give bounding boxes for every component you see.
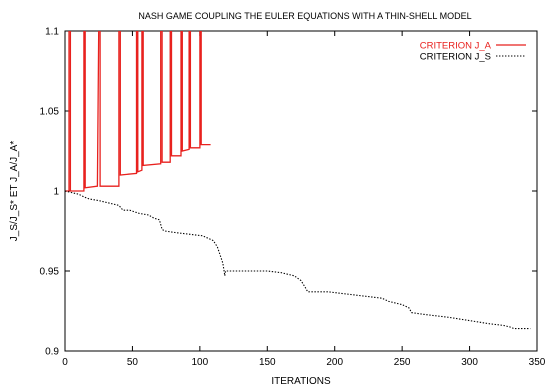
axis-ticks: 0 50 100 150 200 250 300 350 0.9 0.95 1 1.05 1.1	[40, 27, 546, 369]
legend-label: CRITERION J_A	[420, 41, 492, 52]
x-tick-label: 0	[62, 357, 68, 368]
series-line-criterion-j-a	[65, 31, 211, 192]
legend-label: CRITERION J_S	[420, 52, 491, 63]
y-tick-label: 1.05	[40, 107, 60, 118]
x-axis-label: ITERATIONS	[271, 376, 331, 387]
y-tick-label: 0.9	[45, 347, 59, 358]
x-tick-label: 350	[529, 357, 546, 368]
x-tick-label: 200	[326, 357, 343, 368]
y-tick-label: 0.95	[40, 267, 60, 278]
x-tick-label: 100	[192, 357, 209, 368]
plot-frame	[64, 30, 538, 352]
chart-title: NASH GAME COUPLING THE EULER EQUATIONS W…	[138, 11, 471, 21]
series-layer	[65, 31, 531, 330]
y-tick-label: 1	[53, 187, 59, 198]
x-tick-label: 150	[259, 357, 276, 368]
x-tick-label: 300	[461, 357, 478, 368]
y-tick-label: 1.1	[45, 27, 59, 38]
series-line-criterion-j-s	[65, 190, 531, 330]
x-tick-label: 50	[127, 357, 139, 368]
y-axis-label: J_S/J_S* ET J_A/J_A*	[9, 141, 20, 242]
x-tick-label: 250	[394, 357, 411, 368]
